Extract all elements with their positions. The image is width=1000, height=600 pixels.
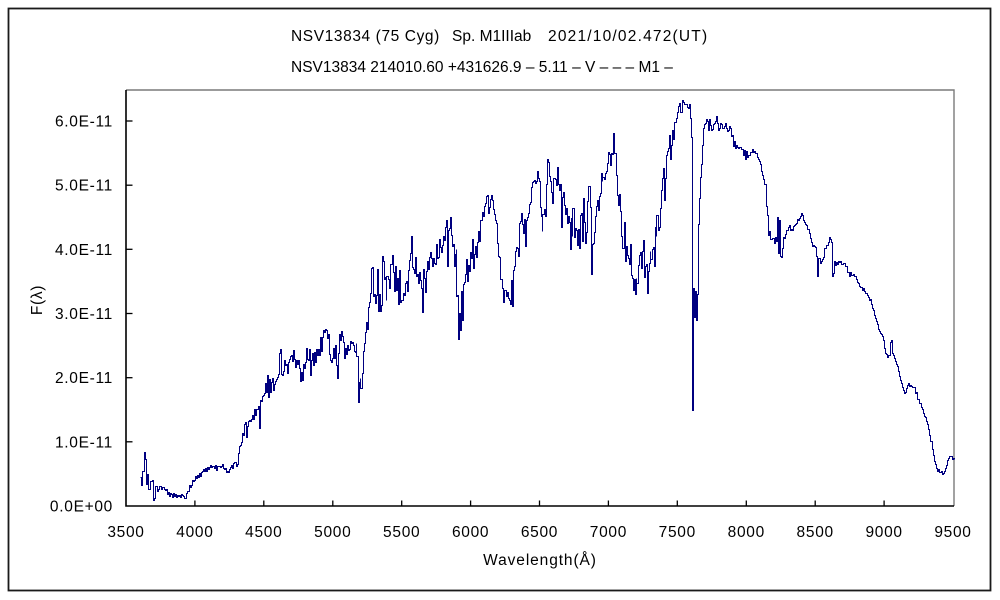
svg-text:8000: 8000 xyxy=(728,524,765,541)
svg-text:6.0E-11: 6.0E-11 xyxy=(55,114,113,131)
svg-text:5000: 5000 xyxy=(314,524,351,541)
svg-text:F(λ): F(λ) xyxy=(29,285,46,315)
svg-text:1.0E-11: 1.0E-11 xyxy=(55,434,113,451)
svg-text:0.0E+00: 0.0E+00 xyxy=(50,499,113,516)
svg-text:Wavelength(Å): Wavelength(Å) xyxy=(483,552,597,569)
svg-text:8500: 8500 xyxy=(797,524,834,541)
svg-text:6000: 6000 xyxy=(452,524,489,541)
svg-text:2.0E-11: 2.0E-11 xyxy=(55,370,113,387)
svg-text:NSV13834 214010.60 +431626.9 –: NSV13834 214010.60 +431626.9 – 5.11 – V … xyxy=(291,59,673,76)
svg-text:6500: 6500 xyxy=(521,524,558,541)
svg-text:9000: 9000 xyxy=(865,524,902,541)
svg-text:5.0E-11: 5.0E-11 xyxy=(55,178,113,195)
svg-text:4500: 4500 xyxy=(245,524,282,541)
svg-text:4.0E-11: 4.0E-11 xyxy=(55,242,113,259)
svg-text:7500: 7500 xyxy=(659,524,696,541)
svg-text:NSV13834 (75 Cyg): NSV13834 (75 Cyg) xyxy=(291,28,440,45)
svg-text:7000: 7000 xyxy=(590,524,627,541)
svg-text:Sp. M1IIIab: Sp. M1IIIab xyxy=(452,28,531,45)
svg-text:2021/10/02.472(UT): 2021/10/02.472(UT) xyxy=(548,28,708,45)
svg-text:3.0E-11: 3.0E-11 xyxy=(55,306,113,323)
svg-text:3500: 3500 xyxy=(107,524,144,541)
svg-text:4000: 4000 xyxy=(176,524,213,541)
svg-text:9500: 9500 xyxy=(934,524,971,541)
svg-text:5500: 5500 xyxy=(383,524,420,541)
